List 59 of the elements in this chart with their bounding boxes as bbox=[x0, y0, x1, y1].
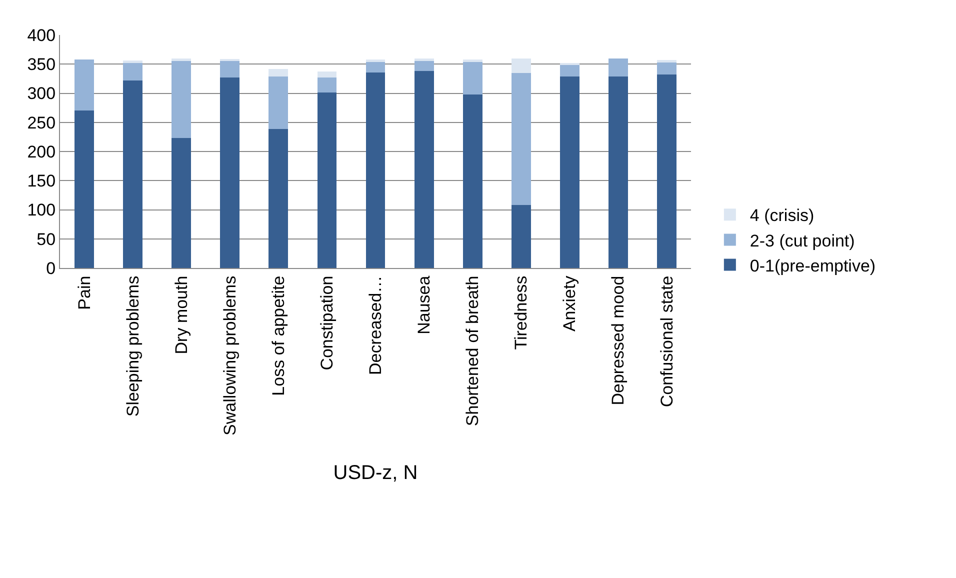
y-tick-label: 200 bbox=[27, 142, 56, 162]
x-tick-label: Loss of appetite bbox=[268, 276, 288, 396]
bar bbox=[414, 71, 434, 268]
legend-label: 0-1(pre-emptive) bbox=[750, 256, 876, 276]
bar bbox=[123, 62, 143, 80]
bar bbox=[172, 58, 192, 61]
bar bbox=[366, 61, 386, 72]
y-tick-label: 300 bbox=[27, 84, 56, 104]
y-tick-label: 250 bbox=[27, 113, 56, 132]
x-tick-label: Sleeping problems bbox=[123, 276, 142, 417]
bar bbox=[74, 59, 94, 111]
bar bbox=[560, 64, 580, 76]
x-tick-label: Swallowing problems bbox=[220, 276, 240, 436]
y-tick-label: 50 bbox=[36, 230, 56, 249]
bar bbox=[172, 60, 192, 138]
bar bbox=[317, 78, 337, 93]
bar bbox=[462, 94, 482, 268]
bar bbox=[123, 80, 143, 268]
bar bbox=[511, 58, 531, 73]
bar bbox=[268, 68, 288, 76]
bar bbox=[268, 76, 288, 129]
y-tick-label: 150 bbox=[27, 172, 56, 191]
bar bbox=[608, 58, 628, 76]
x-tick-label: Confusional state bbox=[657, 276, 676, 408]
bar bbox=[414, 60, 434, 72]
bar bbox=[220, 60, 240, 78]
bar bbox=[317, 92, 337, 268]
bar bbox=[462, 59, 482, 62]
bar bbox=[172, 138, 192, 268]
bar bbox=[366, 72, 386, 268]
bar bbox=[657, 62, 676, 75]
x-tick-label: Dry mouth bbox=[172, 276, 191, 354]
legend-label: 4 (crisis) bbox=[750, 206, 814, 226]
x-axis-title: USD-z, N bbox=[333, 462, 418, 484]
bar bbox=[268, 128, 288, 268]
bar bbox=[657, 74, 676, 268]
x-tick-label: Pain bbox=[74, 276, 94, 310]
bar bbox=[317, 72, 337, 78]
bar bbox=[366, 59, 386, 62]
y-tick-label: 350 bbox=[27, 55, 56, 74]
y-tick-label: 400 bbox=[27, 26, 56, 45]
bar bbox=[414, 58, 434, 61]
bar bbox=[560, 76, 580, 268]
y-tick-label: 100 bbox=[27, 200, 56, 220]
x-tick-label: Anxiety bbox=[560, 275, 580, 332]
bar bbox=[608, 76, 628, 268]
x-tick-label: Decreased… bbox=[366, 276, 386, 376]
bar bbox=[462, 61, 482, 94]
bar bbox=[511, 205, 531, 268]
x-tick-label: Nausea bbox=[414, 275, 434, 334]
x-tick-label: Constipation bbox=[317, 276, 336, 370]
x-tick-label: Tiredness bbox=[512, 276, 531, 350]
bar bbox=[74, 110, 94, 268]
y-tick-label: 0 bbox=[46, 258, 56, 278]
legend-label: 2-3 (cut point) bbox=[750, 231, 855, 250]
bar bbox=[220, 78, 240, 268]
x-tick-label: Shortened of breath bbox=[463, 276, 482, 426]
bar bbox=[511, 72, 531, 206]
x-tick-label: Depressed mood bbox=[608, 276, 628, 406]
